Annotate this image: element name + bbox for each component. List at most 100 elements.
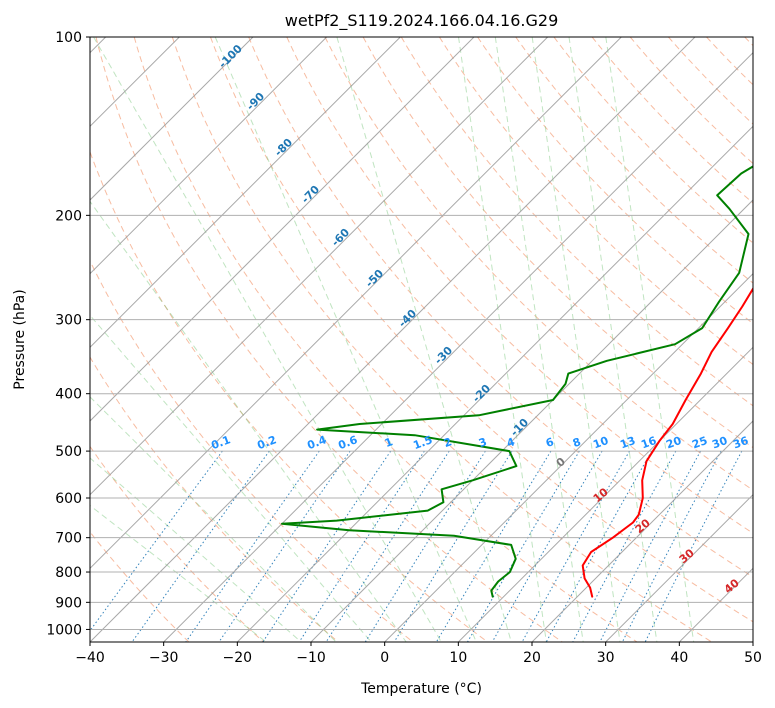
x-tick-label: −40 bbox=[75, 650, 105, 666]
mixing-ratio-label: 2 bbox=[442, 435, 454, 450]
dry-adiabat bbox=[591, 37, 753, 204]
isotherm bbox=[605, 493, 753, 642]
dry-adiabat-label: 30 bbox=[677, 546, 697, 566]
moist-adiabat bbox=[90, 314, 372, 642]
mixing-ratio-line bbox=[572, 450, 677, 642]
isotherm bbox=[90, 37, 549, 496]
isotherm bbox=[236, 125, 753, 642]
isotherm-label: -90 bbox=[244, 90, 267, 113]
mixing-ratio-label: 0.2 bbox=[255, 433, 278, 452]
mixing-ratio-line bbox=[218, 450, 351, 642]
temperature-profile bbox=[581, 286, 753, 598]
y-tick-label: 100 bbox=[55, 30, 82, 46]
y-tick-label: 800 bbox=[55, 565, 82, 581]
mixing-ratio-label: 30 bbox=[710, 434, 729, 452]
moist-adiabat bbox=[90, 396, 337, 642]
mixing-ratio-line bbox=[599, 450, 701, 642]
moist-adiabat bbox=[458, 37, 547, 642]
dry-adiabat bbox=[324, 37, 753, 491]
background-lines bbox=[90, 37, 753, 642]
dry-adiabat-label: 0 bbox=[554, 455, 568, 470]
isotherm bbox=[90, 37, 475, 422]
moist-adiabat bbox=[90, 504, 267, 642]
mixing-ratio-line bbox=[325, 450, 450, 642]
mixing-ratio-label: 36 bbox=[731, 434, 750, 452]
isotherm-label: -100 bbox=[216, 42, 245, 71]
x-tick-label: −20 bbox=[223, 650, 253, 666]
isotherm-label: -80 bbox=[272, 136, 295, 159]
x-tick-label: 10 bbox=[449, 650, 467, 666]
mixing-ratio-label: 1.5 bbox=[411, 433, 434, 452]
isotherm-label: -20 bbox=[470, 382, 493, 405]
dry-adiabat-label: 40 bbox=[722, 576, 742, 596]
mixing-ratio-line bbox=[298, 450, 425, 642]
dry-adiabat bbox=[95, 37, 563, 642]
mixing-ratio-line bbox=[521, 450, 630, 642]
mixing-ratio-label: 6 bbox=[544, 435, 556, 450]
y-tick-label: 700 bbox=[55, 531, 82, 547]
isotherm bbox=[90, 37, 254, 201]
dry-adiabat bbox=[286, 37, 753, 534]
isotherm bbox=[90, 37, 696, 642]
x-tick-label: 30 bbox=[597, 650, 615, 666]
moist-adiabat bbox=[90, 457, 302, 642]
x-tick-label: −10 bbox=[296, 650, 326, 666]
dry-adiabat bbox=[706, 37, 753, 86]
isotherm bbox=[531, 420, 753, 642]
isotherm-label: -70 bbox=[299, 183, 322, 206]
mixing-ratio-label: 0.6 bbox=[336, 433, 359, 452]
dry-adiabat-label: 10 bbox=[591, 485, 611, 505]
mixing-ratio-label: 0.4 bbox=[305, 433, 328, 452]
isotherm-label: -30 bbox=[432, 344, 455, 367]
x-axis: −40 −30 −20 −10 0 10 20 30 40 50 bbox=[75, 642, 762, 666]
plot-frame bbox=[89, 36, 754, 643]
mixing-ratio-line bbox=[185, 450, 320, 642]
series-layer bbox=[281, 165, 753, 598]
dry-adiabat bbox=[90, 531, 190, 642]
dry-adiabat bbox=[210, 37, 753, 623]
isotherm bbox=[90, 37, 328, 275]
dry-adiabat bbox=[477, 37, 753, 325]
grid bbox=[90, 37, 753, 630]
isotherm bbox=[90, 37, 401, 349]
moist-adiabat bbox=[531, 37, 621, 642]
dry-adiabat bbox=[90, 356, 339, 642]
dry-adiabat bbox=[248, 37, 753, 578]
dry-adiabat bbox=[90, 445, 264, 642]
x-tick-label: 40 bbox=[670, 650, 688, 666]
dry-adiabat bbox=[90, 150, 488, 642]
dry-adiabat bbox=[400, 37, 753, 407]
mixing-ratio-label: 1 bbox=[383, 435, 395, 450]
mixing-ratio-label: 13 bbox=[618, 434, 637, 451]
x-tick-label: 50 bbox=[744, 650, 762, 666]
isotherm bbox=[678, 567, 753, 642]
mixing-ratio-label: 25 bbox=[690, 434, 709, 451]
isotherm bbox=[310, 199, 753, 642]
mixing-ratio-line bbox=[644, 450, 743, 642]
mixing-ratio-line bbox=[90, 450, 223, 632]
isotherm bbox=[457, 346, 753, 642]
y-tick-label: 500 bbox=[55, 444, 82, 460]
y-tick-label: 1000 bbox=[46, 622, 82, 638]
y-axis-title: Pressure (hPa) bbox=[12, 289, 28, 389]
moist-adiabat bbox=[605, 37, 695, 642]
dry-adiabat bbox=[744, 37, 753, 47]
x-tick-label: 0 bbox=[380, 650, 389, 666]
isotherm-label: -60 bbox=[329, 226, 352, 249]
mixing-ratio-label: 10 bbox=[591, 434, 610, 452]
x-tick-label: 20 bbox=[523, 650, 541, 666]
x-axis-title: Temperature (°C) bbox=[360, 681, 482, 697]
dry-adiabat bbox=[133, 37, 638, 642]
mixing-ratio-label: 20 bbox=[664, 434, 683, 452]
chart-title: wetPf2_S119.2024.166.04.16.G29 bbox=[285, 11, 559, 31]
mixing-ratio-line bbox=[262, 450, 392, 642]
annotations: -100-90-80-70-60-50-40-30-20-100.1 0.2 0.4… bbox=[209, 42, 750, 596]
dewpoint-profile bbox=[281, 165, 753, 598]
y-tick-label: 900 bbox=[55, 595, 82, 611]
mixing-ratio-label: 16 bbox=[639, 434, 658, 452]
mixing-ratio-line bbox=[545, 450, 653, 642]
isotherm-label: -50 bbox=[363, 267, 386, 290]
mixing-ratio-label: 3 bbox=[477, 435, 489, 450]
dry-adiabat bbox=[553, 37, 753, 244]
